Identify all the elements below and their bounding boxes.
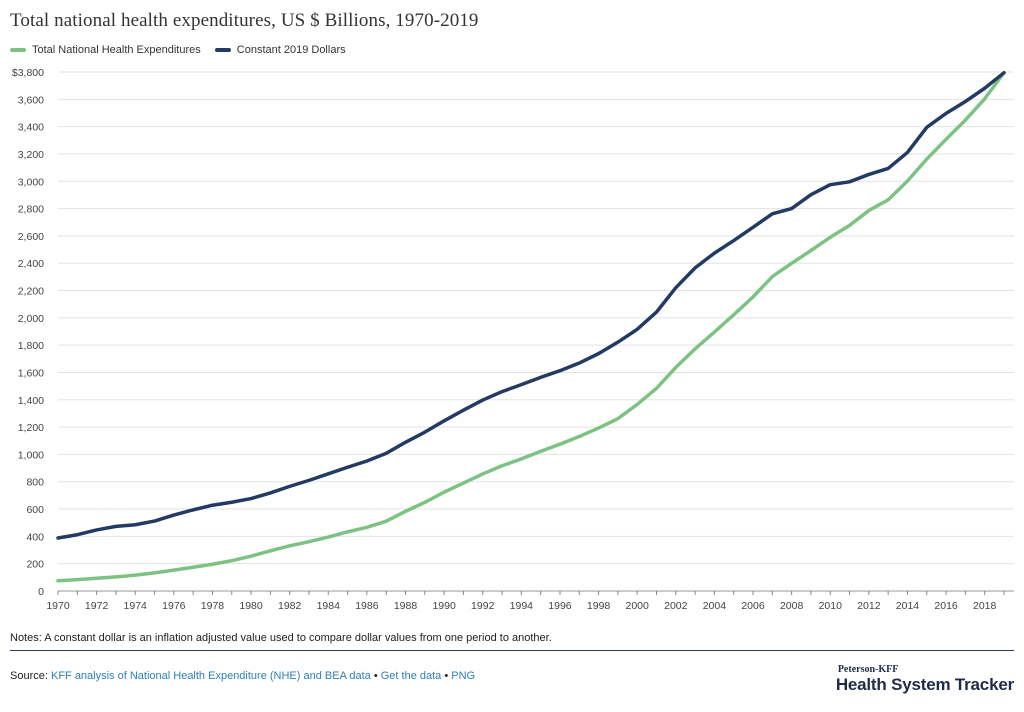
x-tick-label: 1976: [162, 600, 186, 612]
x-tick-label: 1970: [46, 600, 70, 612]
source-label: Source:: [10, 670, 48, 682]
legend-label-total: Total National Health Expenditures: [32, 44, 201, 56]
legend-item-constant[interactable]: Constant 2019 Dollars: [214, 44, 346, 56]
y-tick-label: 1,200: [18, 422, 44, 434]
x-tick-label: 1978: [201, 600, 225, 612]
legend-item-total[interactable]: Total National Health Expenditures: [10, 44, 201, 56]
y-tick-label: 1,000: [18, 449, 44, 461]
y-tick-label: 400: [26, 531, 44, 543]
x-axis: 1970 1972 1974 1976 1978 1980 1982 1984 1986 1988…: [46, 591, 1005, 612]
y-tick-label: 1,800: [18, 340, 44, 352]
brand-logo-top: Peterson-KFF: [837, 664, 899, 675]
y-tick-label: 3,000: [18, 176, 44, 188]
x-tick-label: 1992: [471, 600, 495, 612]
x-tick-label: 1982: [278, 600, 302, 612]
y-tick-label: 200: [26, 559, 44, 571]
x-tick-label: 1996: [548, 600, 572, 612]
x-tick-label: 1998: [587, 600, 611, 612]
y-tick-label: 0: [38, 586, 44, 598]
chart-legend: Total National Health Expenditures Const…: [10, 44, 346, 56]
x-tick-label: 1972: [85, 600, 109, 612]
series-line-constant[interactable]: [56, 70, 1006, 540]
y-tick-label: $3,800: [12, 67, 44, 79]
source-separator: •: [370, 670, 381, 682]
y-tick-label: 2,000: [18, 313, 44, 325]
brand-logo-main: Health System Tracker: [835, 675, 1014, 694]
y-tick-label: 800: [26, 477, 44, 489]
x-tick-label: 2014: [896, 600, 920, 612]
chart-notes: Notes: A constant dollar is an inflation…: [10, 632, 552, 644]
series-line-total[interactable]: [56, 70, 1006, 583]
x-tick-label: 1984: [317, 600, 341, 612]
y-axis: 0 200 400 600 800 1,000 1,200 1,400 1,600 1,800 2,…: [12, 67, 44, 598]
line-chart: 0 200 400 600 800 1,000 1,200 1,400 1,600 1,800 2,…: [12, 67, 1014, 612]
legend-swatch-total: [10, 48, 26, 52]
series-lines: [56, 70, 1006, 583]
x-tick-label: 1990: [432, 600, 456, 612]
x-tick-label: 2008: [780, 600, 804, 612]
source-line: Source: KFF analysis of National Health …: [10, 670, 475, 682]
divider: [10, 650, 1014, 651]
source-separator: •: [441, 670, 452, 682]
y-tick-label: 3,600: [18, 94, 44, 106]
y-tick-label: 2,800: [18, 204, 44, 216]
x-tick-label: 2018: [973, 600, 997, 612]
x-tick-label: 2012: [857, 600, 881, 612]
x-tick-label: 2004: [703, 600, 727, 612]
x-tick-label: 1994: [510, 600, 534, 612]
x-tick-label: 1974: [124, 600, 148, 612]
y-tick-label: 2,200: [18, 286, 44, 298]
legend-label-constant: Constant 2019 Dollars: [236, 44, 346, 56]
y-tick-label: 2,600: [18, 231, 44, 243]
x-tick-label: 2006: [741, 600, 765, 612]
y-tick-label: 3,400: [18, 122, 44, 134]
y-tick-label: 3,200: [18, 149, 44, 161]
y-tick-label: 1,400: [18, 395, 44, 407]
brand-logo: Peterson-KFF Health System Tracker: [836, 664, 1014, 695]
grid-lines: [58, 71, 1014, 592]
png-link[interactable]: PNG: [451, 670, 476, 682]
x-tick-label: 2016: [934, 600, 958, 612]
get-data-link[interactable]: Get the data: [380, 670, 442, 682]
y-tick-label: 2,400: [18, 258, 44, 270]
x-tick-label: 1988: [394, 600, 418, 612]
x-tick-label: 2010: [819, 600, 843, 612]
legend-swatch-constant: [214, 48, 231, 52]
x-tick-label: 2000: [626, 600, 650, 612]
x-tick-label: 1986: [355, 600, 379, 612]
x-tick-label: 1980: [239, 600, 263, 612]
chart-title: Total national health expenditures, US $…: [10, 10, 479, 31]
source-link[interactable]: KFF analysis of National Health Expendit…: [50, 670, 371, 682]
x-tick-label: 2002: [664, 600, 688, 612]
y-tick-label: 1,600: [18, 367, 44, 379]
y-tick-label: 600: [26, 504, 44, 516]
